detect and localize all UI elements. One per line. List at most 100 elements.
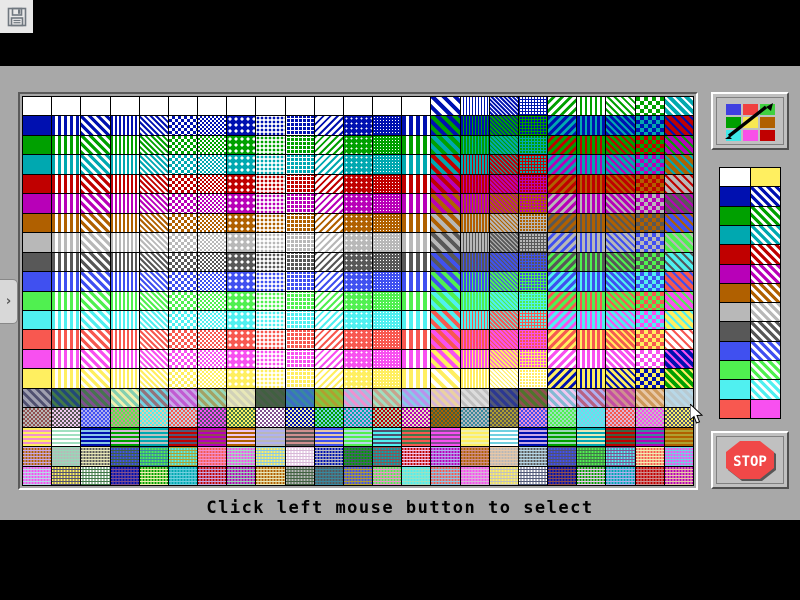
pattern-cell[interactable] (489, 310, 518, 330)
pattern-cell[interactable] (110, 233, 139, 252)
pattern-cell[interactable] (606, 252, 635, 272)
swatch-item[interactable] (750, 264, 780, 283)
pattern-cell[interactable] (402, 408, 431, 427)
pattern-cell[interactable] (635, 155, 664, 174)
pattern-cell[interactable] (606, 330, 635, 349)
pattern-cell[interactable] (577, 447, 606, 466)
pattern-cell[interactable] (373, 427, 402, 447)
pattern-cell[interactable] (198, 310, 227, 330)
pattern-cell[interactable] (23, 447, 52, 466)
pattern-cell[interactable] (23, 330, 52, 349)
pattern-cell[interactable] (460, 155, 489, 174)
pattern-cell[interactable] (606, 155, 635, 174)
pattern-cell[interactable] (314, 252, 343, 272)
pattern-cell[interactable] (635, 174, 664, 194)
pattern-cell[interactable] (489, 291, 518, 310)
pattern-cell[interactable] (635, 388, 664, 408)
pattern-cell[interactable] (110, 447, 139, 466)
pattern-cell[interactable] (81, 427, 110, 447)
pattern-cell[interactable] (52, 447, 81, 466)
pattern-cell[interactable] (635, 369, 664, 388)
pattern-cell[interactable] (285, 349, 314, 369)
pattern-cell[interactable] (431, 194, 460, 213)
pattern-cell[interactable] (139, 447, 168, 466)
pattern-cell[interactable] (548, 194, 577, 213)
pattern-cell[interactable] (314, 369, 343, 388)
pattern-cell[interactable] (256, 233, 285, 252)
pattern-cell[interactable] (23, 369, 52, 388)
pattern-cell[interactable] (548, 330, 577, 349)
pattern-cell[interactable] (139, 116, 168, 135)
pattern-cell[interactable] (256, 310, 285, 330)
pattern-cell[interactable] (664, 97, 693, 116)
pattern-cell[interactable] (23, 194, 52, 213)
pattern-cell[interactable] (373, 272, 402, 291)
pattern-cell[interactable] (577, 116, 606, 135)
pattern-cell[interactable] (168, 369, 198, 388)
pattern-cell[interactable] (548, 388, 577, 408)
pattern-cell[interactable] (52, 233, 81, 252)
pattern-cell[interactable] (81, 155, 110, 174)
pattern-cell[interactable] (577, 466, 606, 485)
pattern-cell[interactable] (664, 155, 693, 174)
pattern-cell[interactable] (23, 174, 52, 194)
swatch-item[interactable] (750, 303, 780, 322)
pattern-cell[interactable] (431, 272, 460, 291)
pattern-cell[interactable] (52, 349, 81, 369)
pattern-cell[interactable] (373, 155, 402, 174)
pattern-cell[interactable] (402, 349, 431, 369)
pattern-cell[interactable] (635, 349, 664, 369)
pattern-cell[interactable] (110, 252, 139, 272)
pattern-cell[interactable] (431, 97, 460, 116)
pattern-cell[interactable] (402, 213, 431, 233)
pattern-cell[interactable] (168, 447, 198, 466)
pattern-cell[interactable] (285, 369, 314, 388)
pattern-cell[interactable] (518, 233, 548, 252)
pattern-cell[interactable] (227, 310, 256, 330)
pattern-cell[interactable] (606, 310, 635, 330)
pattern-cell[interactable] (489, 388, 518, 408)
pattern-cell[interactable] (285, 447, 314, 466)
pattern-cell[interactable] (168, 233, 198, 252)
pattern-cell[interactable] (314, 447, 343, 466)
pattern-cell[interactable] (23, 116, 52, 135)
pattern-cell[interactable] (110, 427, 139, 447)
pattern-cell[interactable] (110, 408, 139, 427)
pattern-cell[interactable] (664, 408, 693, 427)
pattern-cell[interactable] (81, 135, 110, 155)
pattern-cell[interactable] (314, 349, 343, 369)
pattern-cell[interactable] (460, 310, 489, 330)
pattern-cell[interactable] (518, 116, 548, 135)
pattern-cell[interactable] (577, 388, 606, 408)
pattern-cell[interactable] (664, 194, 693, 213)
pattern-cell[interactable] (664, 272, 693, 291)
pattern-cell[interactable] (52, 310, 81, 330)
pattern-cell[interactable] (285, 330, 314, 349)
pattern-cell[interactable] (343, 349, 373, 369)
pattern-cell[interactable] (431, 330, 460, 349)
pattern-cell[interactable] (343, 408, 373, 427)
pattern-cell[interactable] (139, 135, 168, 155)
pattern-cell[interactable] (402, 310, 431, 330)
pattern-cell[interactable] (256, 408, 285, 427)
pattern-cell[interactable] (635, 427, 664, 447)
pattern-cell[interactable] (52, 135, 81, 155)
pattern-cell[interactable] (168, 272, 198, 291)
pattern-cell[interactable] (489, 213, 518, 233)
pattern-cell[interactable] (606, 466, 635, 485)
pattern-cell[interactable] (373, 388, 402, 408)
pattern-cell[interactable] (168, 349, 198, 369)
pattern-cell[interactable] (431, 233, 460, 252)
pattern-cell[interactable] (635, 310, 664, 330)
pattern-cell[interactable] (373, 135, 402, 155)
pattern-cell[interactable] (373, 330, 402, 349)
pattern-cell[interactable] (256, 427, 285, 447)
pattern-cell[interactable] (227, 466, 256, 485)
pattern-cell[interactable] (227, 330, 256, 349)
pattern-cell[interactable] (227, 135, 256, 155)
pattern-cell[interactable] (664, 310, 693, 330)
pattern-cell[interactable] (402, 97, 431, 116)
swatch-item[interactable] (720, 303, 750, 322)
pattern-cell[interactable] (139, 291, 168, 310)
pattern-cell[interactable] (577, 369, 606, 388)
